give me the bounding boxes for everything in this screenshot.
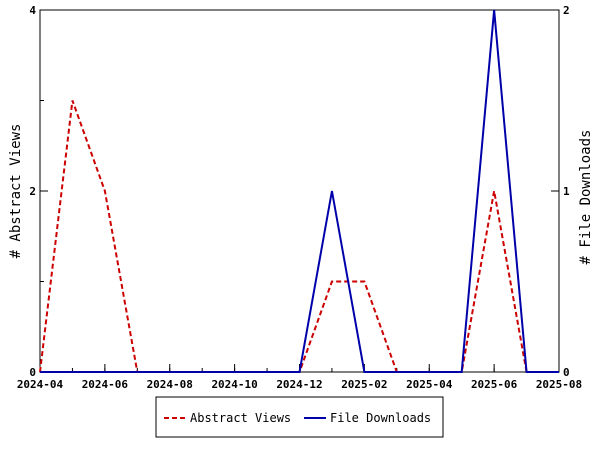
y-left-axis-title: # Abstract Views (8, 124, 24, 259)
x-tick-label: 2024-04 (17, 378, 64, 391)
x-tick-label: 2025-04 (406, 378, 453, 391)
legend-label-file-downloads: File Downloads (330, 411, 431, 425)
x-tick-label: 2025-02 (341, 378, 387, 391)
y-right-tick-label: 2 (563, 4, 570, 17)
legend: Abstract Views File Downloads (155, 396, 444, 438)
x-tick-label: 2024-08 (147, 378, 193, 391)
y-right-ticks: 0 1 2 (551, 4, 570, 379)
y-left-tick-label: 2 (29, 185, 36, 198)
x-tick-label: 2024-06 (82, 378, 129, 391)
legend-label-abstract-views: Abstract Views (190, 411, 291, 425)
series-layer (39, 9, 559, 373)
x-tick-label: 2025-06 (471, 378, 518, 391)
series-line-file-downloads (40, 9, 559, 373)
series-line-abstract-views (39, 100, 559, 373)
y-right-tick-label: 0 (563, 366, 570, 379)
x-tick-label: 2024-12 (276, 378, 322, 391)
x-tick-label: 2024-10 (211, 378, 257, 391)
x-ticks: 2024-04 2024-06 2024-08 2024-10 2024-12 2025-… (17, 364, 582, 391)
y-left-tick-label: 4 (29, 4, 36, 17)
y-left-tick-label: 0 (29, 366, 36, 379)
y-right-axis-title: # File Downloads (578, 130, 594, 265)
y-right-tick-label: 1 (563, 185, 570, 198)
x-tick-label: 2025-08 (536, 378, 582, 391)
legend-box (155, 396, 444, 438)
plot-frame (39, 9, 560, 373)
